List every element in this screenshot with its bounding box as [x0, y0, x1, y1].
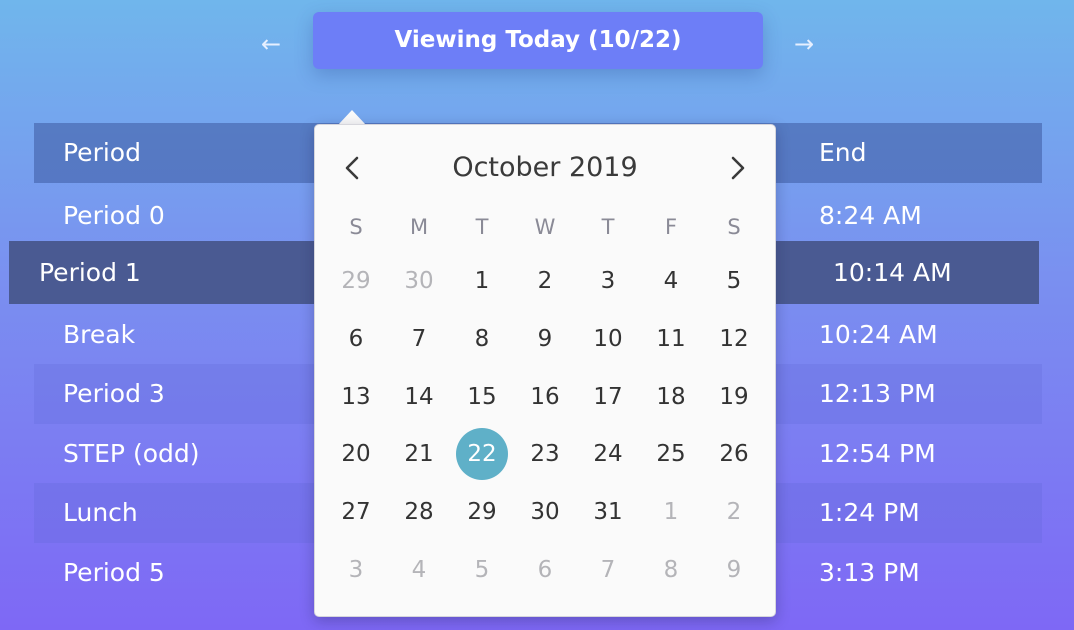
date-picker-calendar: October 2019 S M T W T F S 29 30 1 2 3 4 5 6 7 8 9… — [314, 124, 776, 617]
calendar-day[interactable]: 31 — [593, 499, 623, 526]
calendar-day[interactable]: 8 — [663, 557, 679, 583]
calendar-day[interactable]: 3 — [348, 557, 364, 583]
period-end: 10:14 AM — [833, 258, 952, 287]
period-name: Period 5 — [63, 558, 165, 587]
calendar-header: October 2019 — [315, 143, 775, 193]
weekday-label: W — [534, 215, 556, 239]
calendar-caret — [338, 110, 366, 125]
calendar-day[interactable]: 1 — [474, 268, 490, 294]
calendar-day[interactable]: 6 — [537, 557, 553, 583]
period-end: 12:13 PM — [819, 379, 936, 408]
period-end: 1:24 PM — [819, 498, 920, 527]
chevron-right-icon[interactable] — [724, 155, 750, 181]
calendar-day[interactable]: 5 — [726, 268, 742, 294]
header-period: Period — [63, 138, 141, 167]
calendar-day[interactable]: 27 — [341, 499, 371, 526]
period-name: Lunch — [63, 498, 138, 527]
period-name: Period 1 — [39, 258, 141, 287]
calendar-day[interactable]: 14 — [404, 383, 434, 410]
calendar-day[interactable]: 9 — [537, 325, 553, 352]
calendar-day[interactable]: 7 — [411, 325, 427, 352]
calendar-day[interactable]: 2 — [537, 268, 553, 294]
calendar-day[interactable]: 30 — [530, 499, 560, 526]
weekday-label: T — [475, 215, 489, 239]
calendar-day[interactable]: 30 — [404, 268, 434, 294]
calendar-day[interactable]: 19 — [719, 383, 749, 410]
calendar-day[interactable]: 18 — [656, 383, 686, 410]
table-row: STEP (odd) 12:54 PM — [34, 424, 1042, 484]
calendar-day[interactable]: 26 — [719, 441, 749, 468]
calendar-day[interactable]: 28 — [404, 499, 434, 526]
calendar-day[interactable]: 5 — [474, 557, 490, 583]
weekday-label: S — [349, 215, 363, 239]
calendar-day[interactable]: 12 — [719, 325, 749, 352]
calendar-day[interactable]: 24 — [593, 441, 623, 468]
calendar-day[interactable]: 11 — [656, 325, 686, 352]
next-day-arrow-icon[interactable]: → — [793, 30, 815, 58]
header-end: End — [819, 138, 867, 167]
calendar-day[interactable]: 10 — [593, 325, 623, 352]
calendar-day[interactable]: 23 — [530, 441, 560, 468]
weekday-label: F — [664, 215, 678, 239]
weekday-row: S M T W T F S — [325, 209, 765, 245]
calendar-day[interactable]: 4 — [663, 268, 679, 294]
viewing-today-button[interactable]: Viewing Today (10/22) — [313, 12, 763, 69]
calendar-day[interactable]: 29 — [467, 499, 497, 526]
weekday-label: T — [601, 215, 615, 239]
calendar-day[interactable]: 15 — [467, 383, 497, 410]
table-row: Period 5 3:13 PM — [34, 543, 1042, 603]
weekday-label: M — [409, 215, 429, 239]
table-row: Period 0 8:24 AM — [34, 186, 1042, 246]
calendar-day[interactable]: 7 — [600, 557, 616, 583]
calendar-day[interactable]: 9 — [726, 557, 742, 583]
table-row: Break 10:24 AM — [34, 305, 1042, 365]
calendar-day[interactable]: 13 — [341, 383, 371, 410]
calendar-day[interactable]: 4 — [411, 557, 427, 583]
calendar-day[interactable]: 25 — [656, 441, 686, 468]
calendar-day[interactable]: 16 — [530, 383, 560, 410]
period-end: 10:24 AM — [819, 320, 938, 349]
period-name: STEP (odd) — [63, 439, 200, 468]
period-end: 8:24 AM — [819, 201, 922, 230]
calendar-day[interactable]: 20 — [341, 441, 371, 468]
calendar-day[interactable]: 6 — [348, 325, 364, 352]
calendar-day[interactable]: 1 — [663, 499, 679, 526]
calendar-day[interactable]: 21 — [404, 441, 434, 468]
calendar-day[interactable]: 8 — [474, 325, 490, 352]
period-name: Period 0 — [63, 201, 165, 230]
period-end: 12:54 PM — [819, 439, 936, 468]
calendar-month-title: October 2019 — [452, 152, 638, 183]
period-name: Period 3 — [63, 379, 165, 408]
period-name: Break — [63, 320, 136, 349]
calendar-day[interactable]: 3 — [600, 268, 616, 294]
calendar-day[interactable]: 29 — [341, 268, 371, 294]
chevron-left-icon[interactable] — [340, 155, 366, 181]
calendar-day-selected[interactable]: 22 — [456, 428, 508, 481]
period-end: 3:13 PM — [819, 558, 920, 587]
weekday-label: S — [727, 215, 741, 239]
calendar-day[interactable]: 17 — [593, 383, 623, 410]
calendar-day[interactable]: 2 — [726, 499, 742, 526]
previous-day-arrow-icon[interactable]: ← — [260, 30, 282, 58]
